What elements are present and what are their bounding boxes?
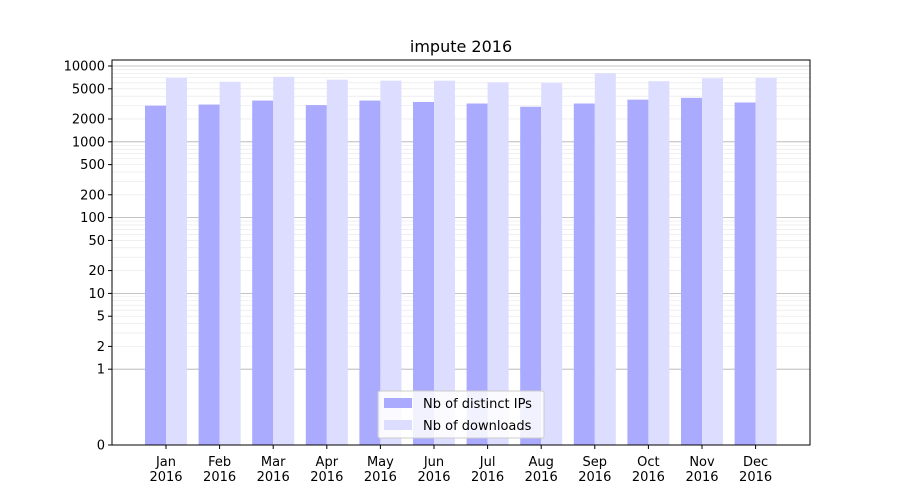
x-tick-label: Aug 2016	[525, 455, 558, 485]
y-tick-label: 10000	[64, 60, 105, 75]
y-tick-label: 2	[97, 340, 105, 355]
legend-label-downloads: Nb of downloads	[423, 419, 532, 434]
x-tick-label: Apr 2016	[310, 455, 343, 485]
bar-downloads	[702, 78, 723, 445]
bar-distinct-ips	[466, 103, 488, 445]
y-tick-label: 10	[88, 287, 105, 302]
y-tick-label: 100	[80, 211, 105, 226]
bar-distinct-ips	[413, 102, 434, 446]
bar-distinct-ips	[573, 103, 595, 445]
legend-swatch-distinct-ips	[384, 398, 412, 408]
bar-downloads	[487, 82, 509, 445]
y-tick-label: 1	[97, 363, 105, 378]
bar-downloads	[326, 79, 348, 445]
bar-downloads	[380, 80, 402, 445]
bar-distinct-ips	[520, 106, 542, 445]
y-tick-label: 5	[97, 310, 105, 325]
y-tick-label: 5000	[72, 82, 105, 97]
y-tick-label: 0	[97, 439, 105, 454]
bar-distinct-ips	[305, 105, 327, 445]
y-axis-ticks: 0 1 2 5 10 20 50 100 200 500 1000 2000 5000 10000	[64, 60, 112, 454]
legend-label-distinct-ips: Nb of distinct IPs	[423, 397, 532, 412]
bar-downloads	[594, 73, 616, 445]
legend: Nb of distinct IPs Nb of downloads	[377, 390, 545, 439]
y-tick-label: 2000	[72, 112, 105, 127]
x-tick-label: Sep 2016	[578, 455, 611, 485]
bar-downloads	[648, 81, 670, 445]
x-tick-label: Feb 2016	[203, 455, 236, 485]
bar-distinct-ips	[681, 97, 702, 445]
bar-distinct-ips	[359, 100, 381, 446]
x-tick-label: Jul 2016	[471, 455, 504, 485]
x-axis-ticks: Jan 2016 Feb 2016 Mar 2016 Apr 2016 May 2016 Jun 20…	[149, 445, 772, 485]
x-tick-label: Jun 2016	[417, 455, 450, 485]
x-tick-label: Mar 2016	[257, 455, 290, 485]
y-tick-label: 1000	[72, 135, 105, 150]
chart-title: impute 2016	[410, 37, 512, 56]
plot-frame	[111, 59, 811, 446]
x-tick-label: Dec 2016	[739, 455, 772, 485]
bar-distinct-ips	[198, 104, 220, 446]
bar-distinct-ips	[252, 100, 274, 446]
bar-distinct-ips	[734, 102, 756, 446]
x-tick-label: Jan 2016	[149, 455, 182, 485]
bar-downloads	[541, 82, 563, 445]
x-tick-label: Oct 2016	[632, 455, 665, 485]
bar-distinct-ips	[627, 99, 649, 446]
y-tick-label: 20	[88, 264, 105, 279]
y-tick-label: 50	[88, 234, 105, 249]
bar-downloads	[434, 80, 455, 445]
x-tick-label: May 2016	[364, 455, 397, 485]
bar-downloads	[755, 77, 777, 446]
bar-downloads	[273, 76, 295, 446]
bar-downloads	[219, 81, 241, 446]
bar-distinct-ips	[145, 105, 166, 445]
bars	[145, 73, 777, 446]
y-tick-label: 500	[80, 158, 105, 173]
bar-downloads	[166, 77, 187, 446]
legend-swatch-downloads	[384, 420, 412, 430]
x-tick-label: Nov 2016	[685, 455, 718, 485]
legend-box	[377, 390, 545, 439]
y-tick-label: 200	[80, 188, 105, 203]
